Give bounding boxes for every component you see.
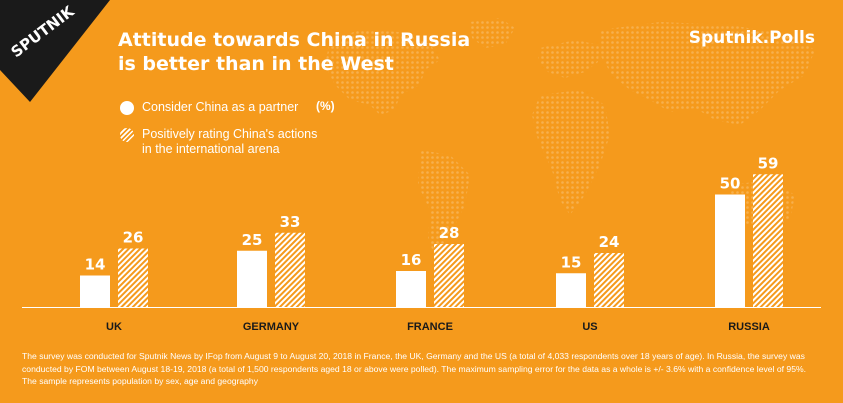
chart-title-line-1: Attitude towards China in Russia [118,29,471,51]
brand-label: Sputnik.Polls [688,28,815,48]
bar-partner-germany [237,250,267,307]
category-label-us: US [582,321,597,333]
bar-positive-rating-france [434,244,464,307]
sputnik-logo: SPUTNIK [0,0,110,102]
unit-label: (%) [316,99,335,113]
category-label-russia: RUSSIA [728,321,770,333]
chart-title: Attitude towards China in Russia is bett… [118,28,470,76]
bar-positive-rating-us [594,253,624,307]
legend-label-positive-rating: Positively rating China's actions in the… [142,127,318,156]
bar-partner-us [556,273,586,307]
chart-title-line-2: is better than in the West [118,53,394,75]
legend-item-positive-rating: Positively rating China's actions in the… [120,127,317,157]
data-label-positive-rating-france: 28 [439,224,460,242]
data-label-positive-rating-germany: 33 [280,213,301,231]
category-label-germany: GERMANY [243,321,300,333]
legend-swatch-solid [120,101,134,115]
footnote: The survey was conducted for Sputnik New… [22,351,806,386]
data-label-partner-france: 16 [401,251,422,269]
legend-swatch-hatched [120,128,134,142]
data-label-positive-rating-russia: 59 [758,154,779,172]
category-label-france: FRANCE [407,321,453,333]
data-label-positive-rating-uk: 26 [123,229,144,247]
bar-partner-france [396,271,426,307]
category-label-uk: UK [106,321,122,333]
bar-positive-rating-russia [753,174,783,307]
data-label-partner-uk: 14 [85,256,106,274]
bar-positive-rating-uk [118,248,148,307]
bar-partner-russia [715,194,745,307]
data-label-partner-russia: 50 [720,175,741,193]
bar-partner-uk [80,275,110,307]
data-label-positive-rating-us: 24 [599,233,620,251]
data-label-partner-germany: 25 [242,231,263,249]
legend-label-partner: Consider China as a partner [142,100,299,114]
legend-item-partner: Consider China as a partner [120,100,298,115]
data-label-partner-us: 15 [561,253,582,271]
bar-positive-rating-germany [275,232,305,307]
x-axis-line [22,307,821,308]
